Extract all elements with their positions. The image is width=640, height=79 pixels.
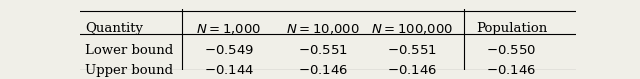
Text: $-0.146$: $-0.146$	[486, 64, 536, 77]
Text: $-0.551$: $-0.551$	[298, 44, 348, 57]
Text: Population: Population	[476, 22, 547, 35]
Text: Quantity: Quantity	[85, 22, 143, 35]
Text: $N = \mathrm{10{,}000}$: $N = \mathrm{10{,}000}$	[286, 22, 360, 36]
Text: $N = \mathrm{1{,}000}$: $N = \mathrm{1{,}000}$	[196, 22, 261, 36]
Text: Lower bound: Lower bound	[85, 44, 173, 57]
Text: $-0.550$: $-0.550$	[486, 44, 536, 57]
Text: $-0.551$: $-0.551$	[387, 44, 437, 57]
Text: $-0.146$: $-0.146$	[387, 64, 437, 77]
Text: $N = \mathrm{100{,}000}$: $N = \mathrm{100{,}000}$	[371, 22, 453, 36]
Text: Upper bound: Upper bound	[85, 64, 173, 77]
Text: $-0.549$: $-0.549$	[204, 44, 254, 57]
Text: $-0.146$: $-0.146$	[298, 64, 348, 77]
Text: $-0.144$: $-0.144$	[204, 64, 254, 77]
